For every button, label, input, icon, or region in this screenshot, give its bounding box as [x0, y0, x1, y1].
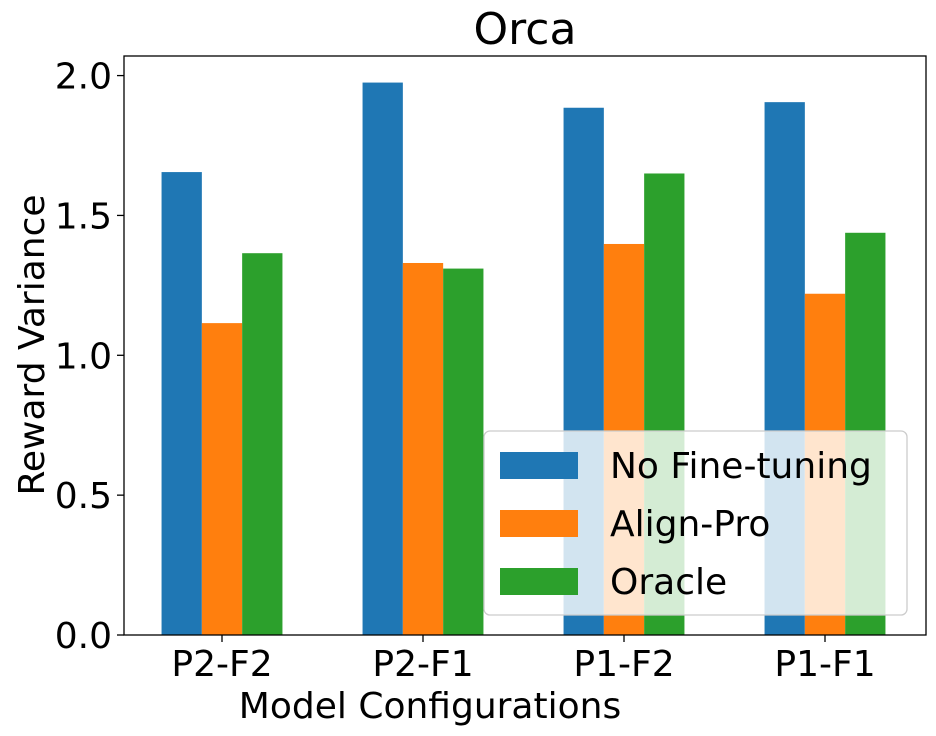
x-tick-label: P2-F1 — [372, 644, 473, 685]
y-tick-label: 1.0 — [55, 336, 112, 377]
legend-label-align-pro: Align-Pro — [610, 504, 770, 545]
plot-frame — [123, 55, 927, 636]
x-axis: P2-F2 P2-F1 P1-F2 P1-F1 — [171, 635, 876, 685]
legend-label-no-fine-tuning: No Fine-tuning — [610, 446, 872, 487]
bar-no-fine-tuning-p2-f1 — [362, 82, 403, 635]
y-axis: 0.0 0.5 1.0 1.5 2.0 — [55, 57, 124, 657]
chart-title: Orca — [474, 4, 577, 55]
x-axis-label: Model Configurations — [239, 686, 621, 727]
y-tick-label: 2.0 — [55, 57, 112, 98]
legend-swatch-no-fine-tuning — [500, 452, 578, 479]
legend: No Fine-tuning Align-Pro Oracle — [483, 430, 908, 616]
y-tick-label: 0.0 — [55, 616, 112, 657]
y-tick-label: 0.5 — [55, 476, 112, 517]
legend-label-oracle: Oracle — [610, 562, 727, 603]
bar-align-pro-p2-f1 — [402, 262, 444, 635]
bar-oracle-p2-f1 — [443, 268, 484, 635]
x-tick-label: P2-F2 — [171, 644, 272, 685]
y-axis-label: Reward Variance — [12, 194, 53, 495]
y-tick-label: 1.5 — [55, 196, 112, 237]
bar-oracle-p2-f2 — [242, 253, 283, 635]
bar-no-fine-tuning-p2-f2 — [161, 172, 202, 635]
bar-align-pro-p2-f2 — [201, 323, 243, 635]
x-tick-label: P1-F2 — [573, 644, 674, 685]
legend-swatch-oracle — [500, 568, 578, 595]
legend-swatch-align-pro — [500, 510, 578, 537]
legend-box — [483, 430, 908, 616]
x-tick-label: P1-F1 — [774, 644, 875, 685]
